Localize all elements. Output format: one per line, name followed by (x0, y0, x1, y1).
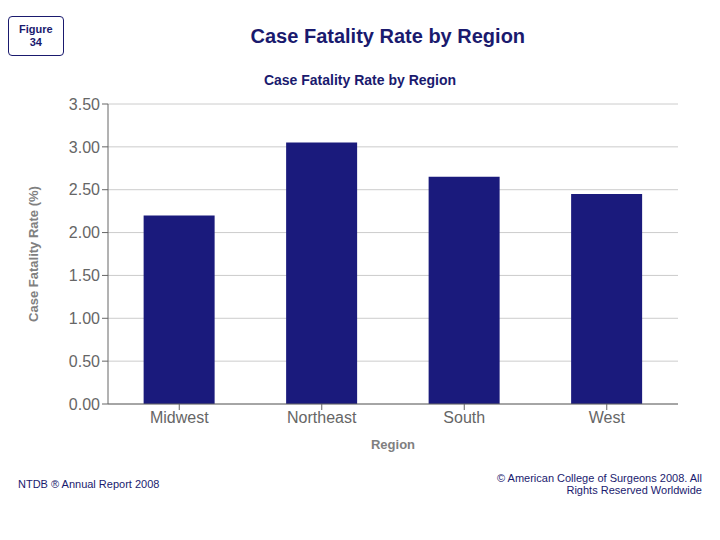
svg-text:Midwest: Midwest (150, 409, 209, 426)
html-text:Case Fatality Rate by Region: Case Fatality Rate by Region (263, 72, 457, 88)
svg-text:Case Fatality Rate (%): Case Fatality Rate (%) (26, 186, 41, 322)
html-text:Case Fatality Rate by Region: Case Fatality Rate by Region (250, 24, 526, 47)
svg-text:3.00: 3.00 (69, 139, 100, 156)
svg-text:Northeast: Northeast (287, 409, 357, 426)
svg-text:2.50: 2.50 (69, 181, 100, 198)
svg-text:2.00: 2.00 (69, 224, 100, 241)
svg-text:Region: Region (371, 437, 415, 452)
svg-text:0.00: 0.00 (69, 396, 100, 413)
svg-text:1.00: 1.00 (69, 310, 100, 327)
html-text:Figure 34: Figure 34 (19, 22, 53, 48)
svg-text:West: West (589, 409, 626, 426)
svg-text:3.50: 3.50 (69, 96, 100, 113)
svg-text:1.50: 1.50 (69, 267, 100, 284)
svg-text:South: South (443, 409, 485, 426)
html-text:NTDB ® Annual Report 2008: NTDB ® Annual Report 2008 (18, 478, 160, 490)
svg-text:0.50: 0.50 (69, 353, 100, 370)
html-text:© American College of Surgeons: © American College of Surgeons 2008. All… (497, 472, 702, 496)
